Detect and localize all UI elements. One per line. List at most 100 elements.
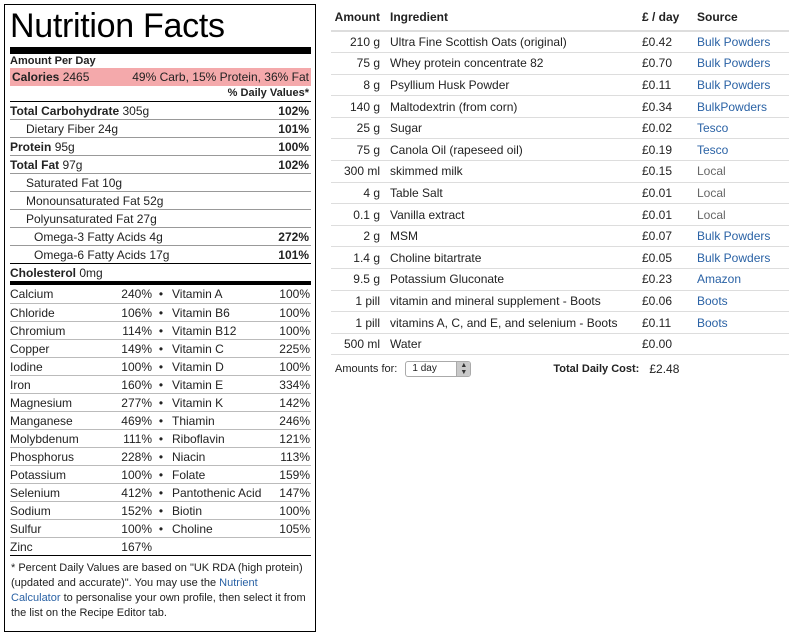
amount-cell: 8 g (331, 74, 388, 97)
macro-name-cell: Dietary Fiber 24g (10, 120, 118, 137)
source-cell: Local (695, 203, 789, 226)
total-cost-label: Total Daily Cost: (553, 363, 640, 376)
ingredient-cell: vitamin and mineral supplement - Boots (388, 290, 638, 313)
macro-row: Saturated Fat 10g (10, 173, 311, 191)
table-row: 500 ml Water £0.00 (331, 333, 789, 356)
amounts-for-select[interactable]: 1 day ▲ ▼ (405, 361, 472, 378)
price-cell: £0.11 (638, 311, 695, 334)
micronutrient-pct: 100% (279, 360, 310, 374)
micronutrient-pct: 100% (279, 306, 310, 320)
amount-cell: 0.1 g (331, 203, 388, 226)
micronutrient-pct: 100% (279, 324, 310, 338)
macro-name-cell: Total Carbohydrate 305g (10, 102, 149, 119)
micronutrient-name: Phosphorus (10, 450, 75, 464)
macro-name: Saturated Fat (26, 176, 99, 190)
separator-dot: • (158, 432, 164, 446)
table-row: 75 g Canola Oil (rapeseed oil) £0.19 Tesco (331, 138, 789, 162)
table-row: 75 g Whey protein concentrate 82 £0.70 Bulk… (331, 52, 789, 75)
amount-cell: 9.5 g (331, 268, 388, 291)
source-cell[interactable]: Tesco (695, 138, 789, 162)
macro-pct: 102% (278, 104, 309, 118)
macro-row: Polyunsaturated Fat 27g (10, 209, 311, 227)
macro-pct: 100% (278, 140, 309, 154)
ingredient-cell: Vanilla extract (388, 203, 638, 226)
footnote-text-end: to personalise your own profile, then se… (11, 592, 306, 619)
table-row: 8 g Psyllium Husk Powder £0.11 Bulk Powders (331, 74, 789, 97)
micronutrient-row: Calcium 240% • Vitamin A 100% (10, 285, 311, 303)
table-row: 300 ml skimmed milk £0.15 Local (331, 160, 789, 183)
amounts-controls: Amounts for: 1 day ▲ ▼ Total Daily Cost: … (331, 355, 789, 383)
header-amount: Amount (331, 4, 388, 32)
macro-name: Dietary Fiber (26, 122, 95, 136)
micronutrient-name: Biotin (172, 504, 203, 518)
header-source: Source (695, 4, 789, 32)
total-cost-value: £2.48 (649, 362, 680, 377)
header-ingredient: Ingredient (388, 4, 638, 32)
separator-dot: • (158, 414, 164, 428)
footnote-text: * Percent Daily Values are based on "UK … (11, 562, 303, 589)
macro-name: Omega-3 Fatty Acids (34, 230, 147, 244)
micronutrient-name: Thiamin (172, 414, 215, 428)
separator-dot: • (158, 450, 164, 464)
micronutrient-name: Sodium (10, 504, 51, 518)
micronutrient-pct: 100% (121, 360, 152, 374)
micronutrient-name: Vitamin C (172, 342, 224, 356)
divider (10, 47, 311, 54)
table-row: 9.5 g Potassium Gluconate £0.23 Amazon (331, 268, 789, 291)
micronutrient-row: Copper 149% • Vitamin C 225% (10, 339, 311, 357)
source-cell[interactable]: Bulk Powders (695, 74, 789, 97)
macro-pct: 102% (278, 158, 309, 172)
ingredient-cell: Maltodextrin (from corn) (388, 95, 638, 118)
separator-dot: • (158, 360, 164, 374)
micronutrient-name: Chloride (10, 306, 55, 320)
micronutrient-pct: 105% (279, 522, 310, 536)
amount-cell: 75 g (331, 138, 388, 162)
amount-cell: 1 pill (331, 290, 388, 313)
micronutrient-pct: 159% (279, 468, 310, 482)
source-cell[interactable]: Bulk Powders (695, 246, 789, 270)
price-cell: £0.02 (638, 117, 695, 140)
macro-name-cell: Monounsaturated Fat 52g (10, 192, 163, 209)
separator-dot: • (158, 324, 164, 338)
source-cell[interactable]: Bulk Powders (695, 31, 789, 54)
table-row: 1 pill vitamins A, C, and E, and selenium… (331, 311, 789, 334)
source-cell[interactable]: Bulk Powders (695, 225, 789, 248)
ingredients-panel: Amount Ingredient £ / day Source 210 g Ul… (331, 4, 789, 383)
ingredient-cell: Water (388, 333, 638, 356)
price-cell: £0.23 (638, 268, 695, 291)
table-row: 1.4 g Choline bitartrate £0.05 Bulk Powders (331, 246, 789, 270)
macro-amount: 95g (54, 140, 75, 154)
macro-row: Omega-6 Fatty Acids 17g 101% (10, 245, 311, 263)
source-cell[interactable]: Amazon (695, 268, 789, 291)
table-row: 140 g Maltodextrin (from corn) £0.34 BulkPo… (331, 95, 789, 118)
amount-cell: 140 g (331, 95, 388, 118)
micronutrient-name: Calcium (10, 287, 54, 301)
macro-row: Total Fat 97g 102% (10, 155, 311, 173)
micronutrient-name: Niacin (172, 450, 206, 464)
micronutrient-pct: 277% (121, 396, 152, 410)
source-cell[interactable]: Boots (695, 311, 789, 334)
source-cell[interactable]: BulkPowders (695, 95, 789, 118)
amount-cell: 1.4 g (331, 246, 388, 270)
nutrition-facts-title: Nutrition Facts (10, 7, 225, 45)
source-cell[interactable]: Boots (695, 290, 789, 313)
macro-amount: 97g (62, 158, 83, 172)
table-row: 4 g Table Salt £0.01 Local (331, 182, 789, 205)
ingredients-table: Amount Ingredient £ / day Source 210 g Ul… (331, 4, 789, 356)
micronutrient-pct: 334% (279, 378, 310, 392)
macro-pct: 272% (278, 230, 309, 244)
source-cell: Local (695, 160, 789, 183)
micronutrient-pct: 149% (121, 342, 152, 356)
source-cell[interactable]: Tesco (695, 117, 789, 140)
micronutrient-name: Copper (10, 342, 50, 356)
amount-cell: 25 g (331, 117, 388, 140)
table-row: 210 g Ultra Fine Scottish Oats (original)… (331, 31, 789, 54)
table-row: 25 g Sugar £0.02 Tesco (331, 117, 789, 140)
price-cell: £0.06 (638, 290, 695, 313)
macro-amount: 305g (122, 104, 150, 118)
micronutrient-name: Vitamin E (172, 378, 224, 392)
nutrient-calculator-link[interactable]: Nutrient Calculator (11, 577, 258, 604)
macro-row: Cholesterol 0mg (10, 263, 311, 281)
source-cell[interactable]: Bulk Powders (695, 52, 789, 75)
amount-cell: 75 g (331, 52, 388, 75)
